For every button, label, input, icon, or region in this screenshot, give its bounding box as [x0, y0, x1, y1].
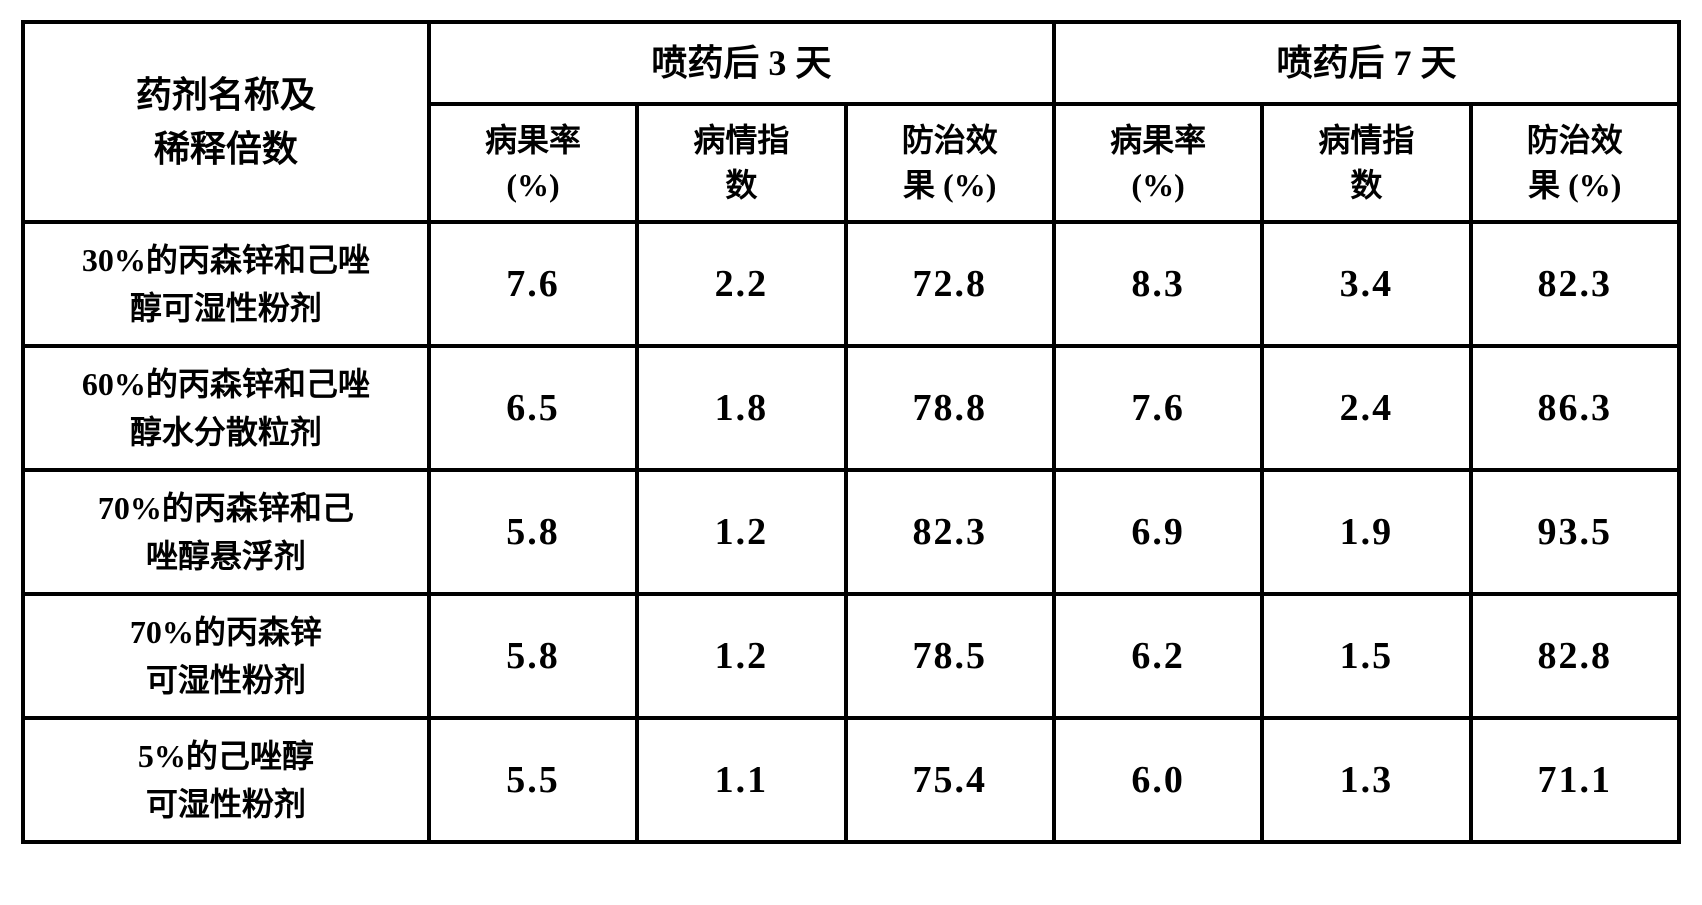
row-label-line1: 70%的丙森锌: [33, 608, 419, 656]
row-label: 70%的丙森锌和己 唑醇悬浮剂: [23, 470, 429, 594]
table-header: 药剂名称及 稀释倍数 喷药后 3 天 喷药后 7 天 病果率 (%) 病情指 数…: [23, 22, 1679, 222]
row-label-line2: 醇可湿性粉剂: [33, 284, 419, 332]
header-d3-effect-line2: 果 (%): [856, 163, 1044, 208]
header-d3-index-line1: 病情指: [647, 118, 835, 163]
cell-d3-effect: 78.8: [846, 346, 1054, 470]
row-label-line1: 70%的丙森锌和己: [33, 484, 419, 532]
cell-d7-rate: 7.6: [1054, 346, 1262, 470]
table-row: 60%的丙森锌和己唑 醇水分散粒剂 6.5 1.8 78.8 7.6 2.4 8…: [23, 346, 1679, 470]
table-row: 70%的丙森锌 可湿性粉剂 5.8 1.2 78.5 6.2 1.5 82.8: [23, 594, 1679, 718]
efficacy-table-container: 药剂名称及 稀释倍数 喷药后 3 天 喷药后 7 天 病果率 (%) 病情指 数…: [21, 20, 1681, 844]
cell-d7-rate: 6.2: [1054, 594, 1262, 718]
cell-d3-rate: 6.5: [429, 346, 637, 470]
row-label: 70%的丙森锌 可湿性粉剂: [23, 594, 429, 718]
cell-d7-index: 1.9: [1262, 470, 1470, 594]
table-body: 30%的丙森锌和己唑 醇可湿性粉剂 7.6 2.2 72.8 8.3 3.4 8…: [23, 222, 1679, 842]
header-agent-name-line2: 稀释倍数: [33, 122, 419, 176]
header-d3-effect-line1: 防治效: [856, 118, 1044, 163]
table-row: 30%的丙森锌和己唑 醇可湿性粉剂 7.6 2.2 72.8 8.3 3.4 8…: [23, 222, 1679, 346]
row-label-line2: 醇水分散粒剂: [33, 408, 419, 456]
row-label-line2: 可湿性粉剂: [33, 656, 419, 704]
cell-d3-index: 2.2: [637, 222, 845, 346]
efficacy-table: 药剂名称及 稀释倍数 喷药后 3 天 喷药后 7 天 病果率 (%) 病情指 数…: [21, 20, 1681, 844]
row-label-line2: 唑醇悬浮剂: [33, 532, 419, 580]
cell-d7-index: 3.4: [1262, 222, 1470, 346]
row-label: 30%的丙森锌和己唑 醇可湿性粉剂: [23, 222, 429, 346]
cell-d7-effect: 86.3: [1471, 346, 1679, 470]
row-label: 60%的丙森锌和己唑 醇水分散粒剂: [23, 346, 429, 470]
table-header-row-1: 药剂名称及 稀释倍数 喷药后 3 天 喷药后 7 天: [23, 22, 1679, 104]
cell-d3-index: 1.2: [637, 594, 845, 718]
cell-d7-index: 1.3: [1262, 718, 1470, 842]
cell-d3-rate: 5.8: [429, 594, 637, 718]
table-row: 5%的己唑醇 可湿性粉剂 5.5 1.1 75.4 6.0 1.3 71.1: [23, 718, 1679, 842]
cell-d7-rate: 8.3: [1054, 222, 1262, 346]
cell-d3-rate: 5.5: [429, 718, 637, 842]
header-d7-disease-rate: 病果率 (%): [1054, 104, 1262, 222]
cell-d7-index: 1.5: [1262, 594, 1470, 718]
cell-d7-effect: 71.1: [1471, 718, 1679, 842]
header-d7-disease-index: 病情指 数: [1262, 104, 1470, 222]
table-row: 70%的丙森锌和己 唑醇悬浮剂 5.8 1.2 82.3 6.9 1.9 93.…: [23, 470, 1679, 594]
cell-d3-effect: 82.3: [846, 470, 1054, 594]
header-d7-effect-line1: 防治效: [1481, 118, 1669, 163]
header-d3-rate-line1: 病果率: [439, 118, 627, 163]
cell-d3-index: 1.8: [637, 346, 845, 470]
header-group-day7: 喷药后 7 天: [1054, 22, 1679, 104]
cell-d7-index: 2.4: [1262, 346, 1470, 470]
header-d7-effect-line2: 果 (%): [1481, 163, 1669, 208]
header-d7-control-effect: 防治效 果 (%): [1471, 104, 1679, 222]
header-d3-index-line2: 数: [647, 163, 835, 208]
header-d3-disease-rate: 病果率 (%): [429, 104, 637, 222]
header-d7-index-line1: 病情指: [1272, 118, 1460, 163]
header-d7-rate-line2: (%): [1064, 163, 1252, 208]
header-agent-name-line1: 药剂名称及: [33, 68, 419, 122]
row-label: 5%的己唑醇 可湿性粉剂: [23, 718, 429, 842]
row-label-line1: 5%的己唑醇: [33, 732, 419, 780]
header-d7-rate-line1: 病果率: [1064, 118, 1252, 163]
cell-d7-effect: 82.8: [1471, 594, 1679, 718]
cell-d3-effect: 75.4: [846, 718, 1054, 842]
row-label-line1: 30%的丙森锌和己唑: [33, 236, 419, 284]
cell-d3-rate: 5.8: [429, 470, 637, 594]
row-label-line1: 60%的丙森锌和己唑: [33, 360, 419, 408]
header-d3-control-effect: 防治效 果 (%): [846, 104, 1054, 222]
header-d7-index-line2: 数: [1272, 163, 1460, 208]
cell-d7-rate: 6.0: [1054, 718, 1262, 842]
cell-d3-rate: 7.6: [429, 222, 637, 346]
cell-d3-effect: 72.8: [846, 222, 1054, 346]
cell-d7-effect: 82.3: [1471, 222, 1679, 346]
cell-d3-index: 1.2: [637, 470, 845, 594]
header-group-day3: 喷药后 3 天: [429, 22, 1054, 104]
header-d3-rate-line2: (%): [439, 163, 627, 208]
header-d3-disease-index: 病情指 数: [637, 104, 845, 222]
cell-d7-rate: 6.9: [1054, 470, 1262, 594]
cell-d7-effect: 93.5: [1471, 470, 1679, 594]
cell-d3-effect: 78.5: [846, 594, 1054, 718]
row-label-line2: 可湿性粉剂: [33, 780, 419, 828]
header-agent-name: 药剂名称及 稀释倍数: [23, 22, 429, 222]
cell-d3-index: 1.1: [637, 718, 845, 842]
